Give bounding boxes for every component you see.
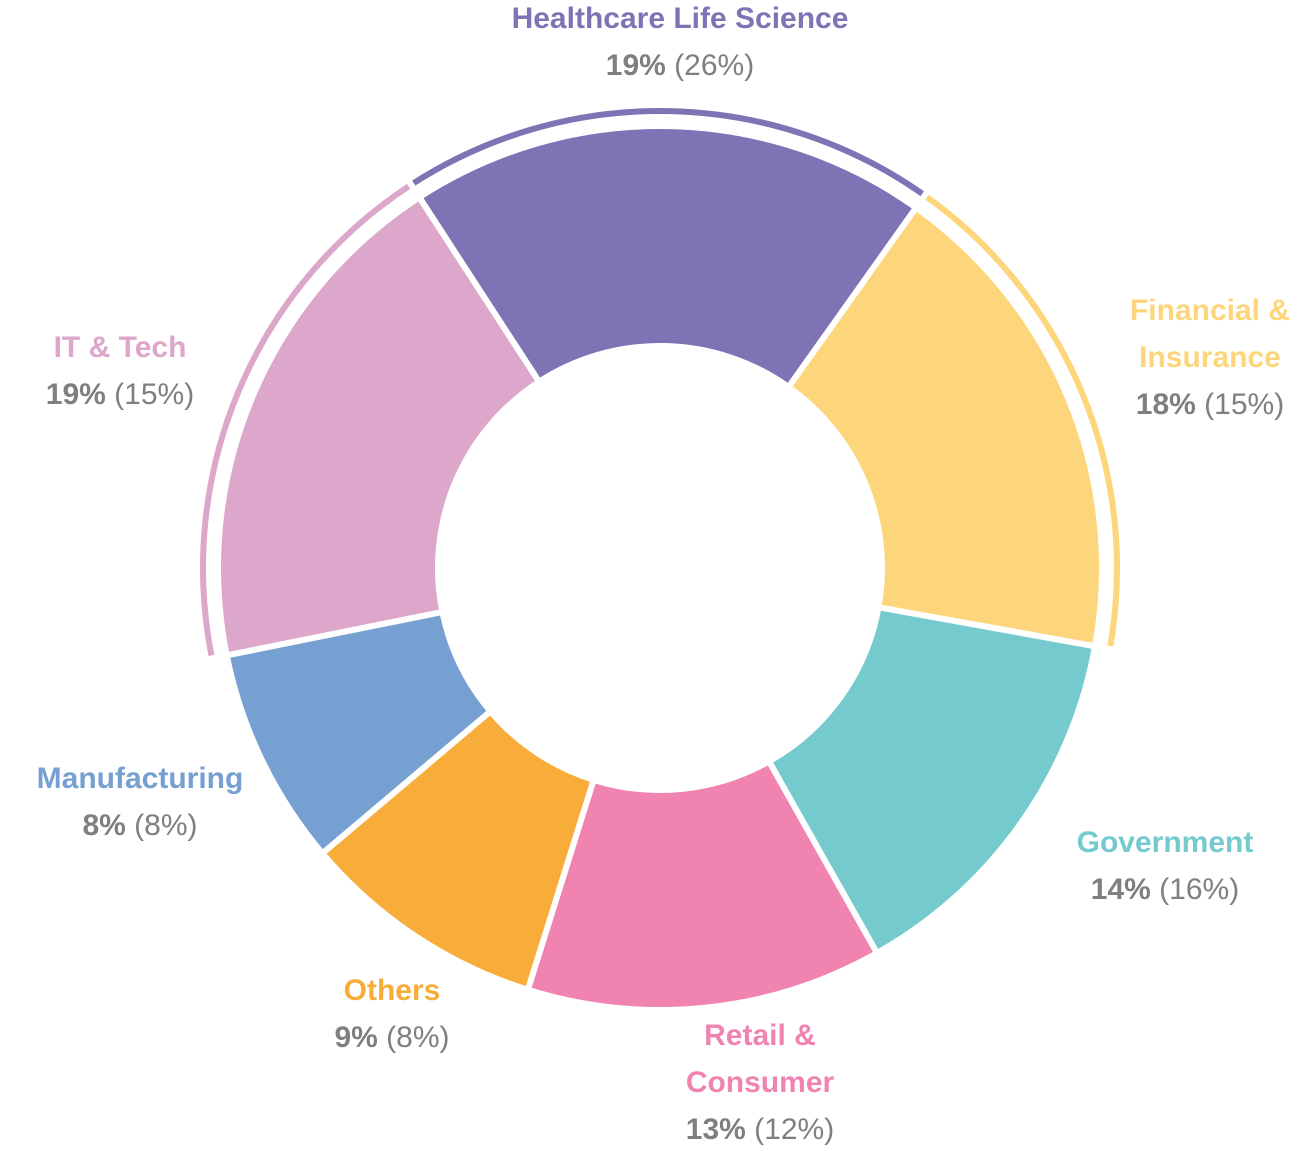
slice-label: Healthcare Life Science 19% (26%) [512, 0, 849, 89]
donut-segment [784, 203, 1105, 650]
category-label: IT & Tech [53, 331, 187, 364]
slice-label: Retail & Consumer 13% (12%) [665, 1012, 855, 1151]
secondary-value-label: (26%) [674, 49, 755, 82]
category-label: Manufacturing [36, 762, 244, 795]
outer-ring-arc [917, 186, 1126, 654]
category-label: Retail & Consumer [685, 1019, 835, 1099]
value-line: 9% (8%) [334, 1014, 449, 1061]
value-label: 18% [1135, 388, 1196, 421]
secondary-value-label: (16%) [1159, 873, 1240, 906]
value-line: 19% (15%) [46, 371, 194, 418]
category-label: Government [1076, 826, 1254, 859]
donut-segment [415, 123, 921, 392]
value-label: 19% [605, 49, 666, 82]
category-label: Healthcare Life Science [511, 2, 849, 35]
slice-label: Government 14% (16%) [1077, 819, 1254, 913]
category-label: Others [343, 974, 441, 1007]
value-line: 19% (26%) [512, 42, 849, 89]
value-label: 8% [82, 809, 126, 842]
value-line: 18% (15%) [1110, 381, 1309, 428]
donut-segment [524, 757, 882, 1013]
value-line: 13% (12%) [665, 1106, 855, 1151]
secondary-value-label: (15%) [1204, 388, 1285, 421]
slice-label: Others 9% (8%) [334, 967, 449, 1061]
secondary-value-label: (8%) [134, 809, 198, 842]
slice-label: Manufacturing 8% (8%) [37, 755, 244, 849]
value-label: 9% [334, 1021, 378, 1054]
category-label: Financial & Insurance [1129, 294, 1291, 374]
value-line: 14% (16%) [1077, 866, 1254, 913]
donut-segment [764, 603, 1099, 958]
secondary-value-label: (12%) [754, 1113, 835, 1146]
secondary-value-label: (8%) [386, 1021, 450, 1054]
secondary-value-label: (15%) [114, 378, 195, 411]
value-label: 14% [1090, 873, 1151, 906]
value-label: 13% [685, 1113, 746, 1146]
outer-ring-arc [194, 175, 419, 664]
value-line: 8% (8%) [37, 802, 244, 849]
slice-label: Financial & Insurance 18% (15%) [1110, 287, 1309, 428]
value-label: 19% [45, 378, 106, 411]
donut-segment [215, 193, 544, 659]
slice-label: IT & Tech 19% (15%) [46, 324, 194, 418]
